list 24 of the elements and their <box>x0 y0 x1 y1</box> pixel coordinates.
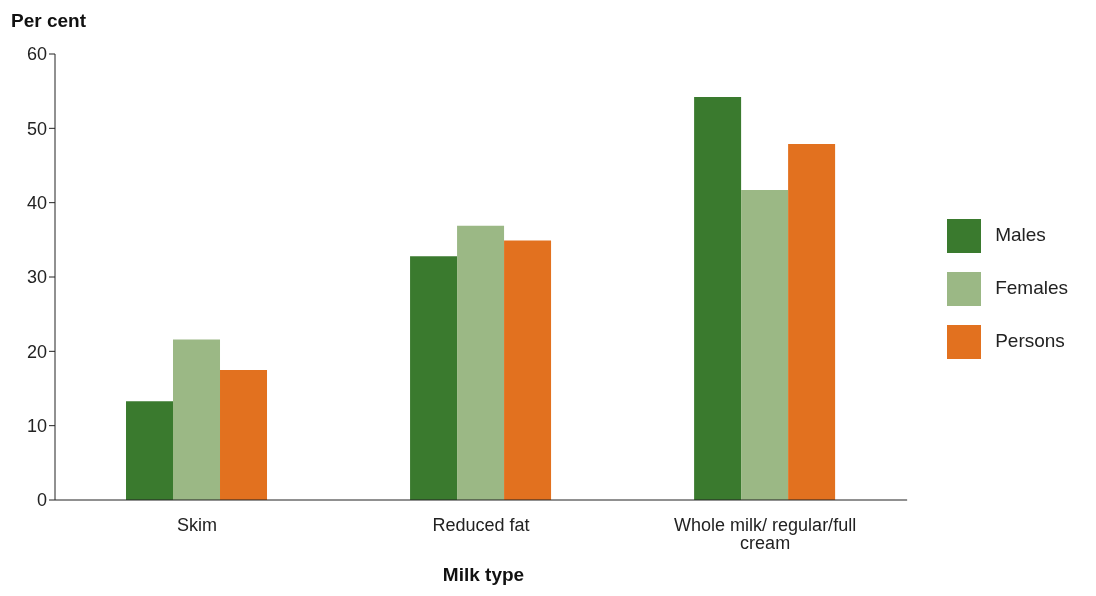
legend-label: Persons <box>995 329 1065 351</box>
bar <box>173 339 221 500</box>
legend-label: Males <box>995 223 1046 245</box>
bar <box>504 240 552 500</box>
y-tick-label: 20 <box>26 341 47 362</box>
y-tick-label: 60 <box>26 44 47 65</box>
legend-label: Females <box>995 276 1068 298</box>
bar <box>126 401 174 500</box>
y-tick-label: 50 <box>26 118 47 139</box>
bar <box>788 143 836 500</box>
bar <box>741 190 789 500</box>
x-tick-label: Reduced fat <box>432 514 530 535</box>
y-tick-label: 30 <box>26 267 47 288</box>
bar <box>694 97 742 500</box>
y-tick-label: 40 <box>26 193 47 214</box>
y-tick-label: 0 <box>36 490 47 511</box>
bar <box>410 256 458 500</box>
y-axis-title: Per cent <box>11 10 86 32</box>
x-tick-label: Whole milk/ regular/full cream <box>674 514 857 553</box>
bar <box>220 369 268 500</box>
x-tick-label: Skim <box>177 514 218 535</box>
y-tick-label: 10 <box>26 416 47 437</box>
x-axis-title: Milk type <box>441 564 526 586</box>
bar <box>457 225 505 500</box>
